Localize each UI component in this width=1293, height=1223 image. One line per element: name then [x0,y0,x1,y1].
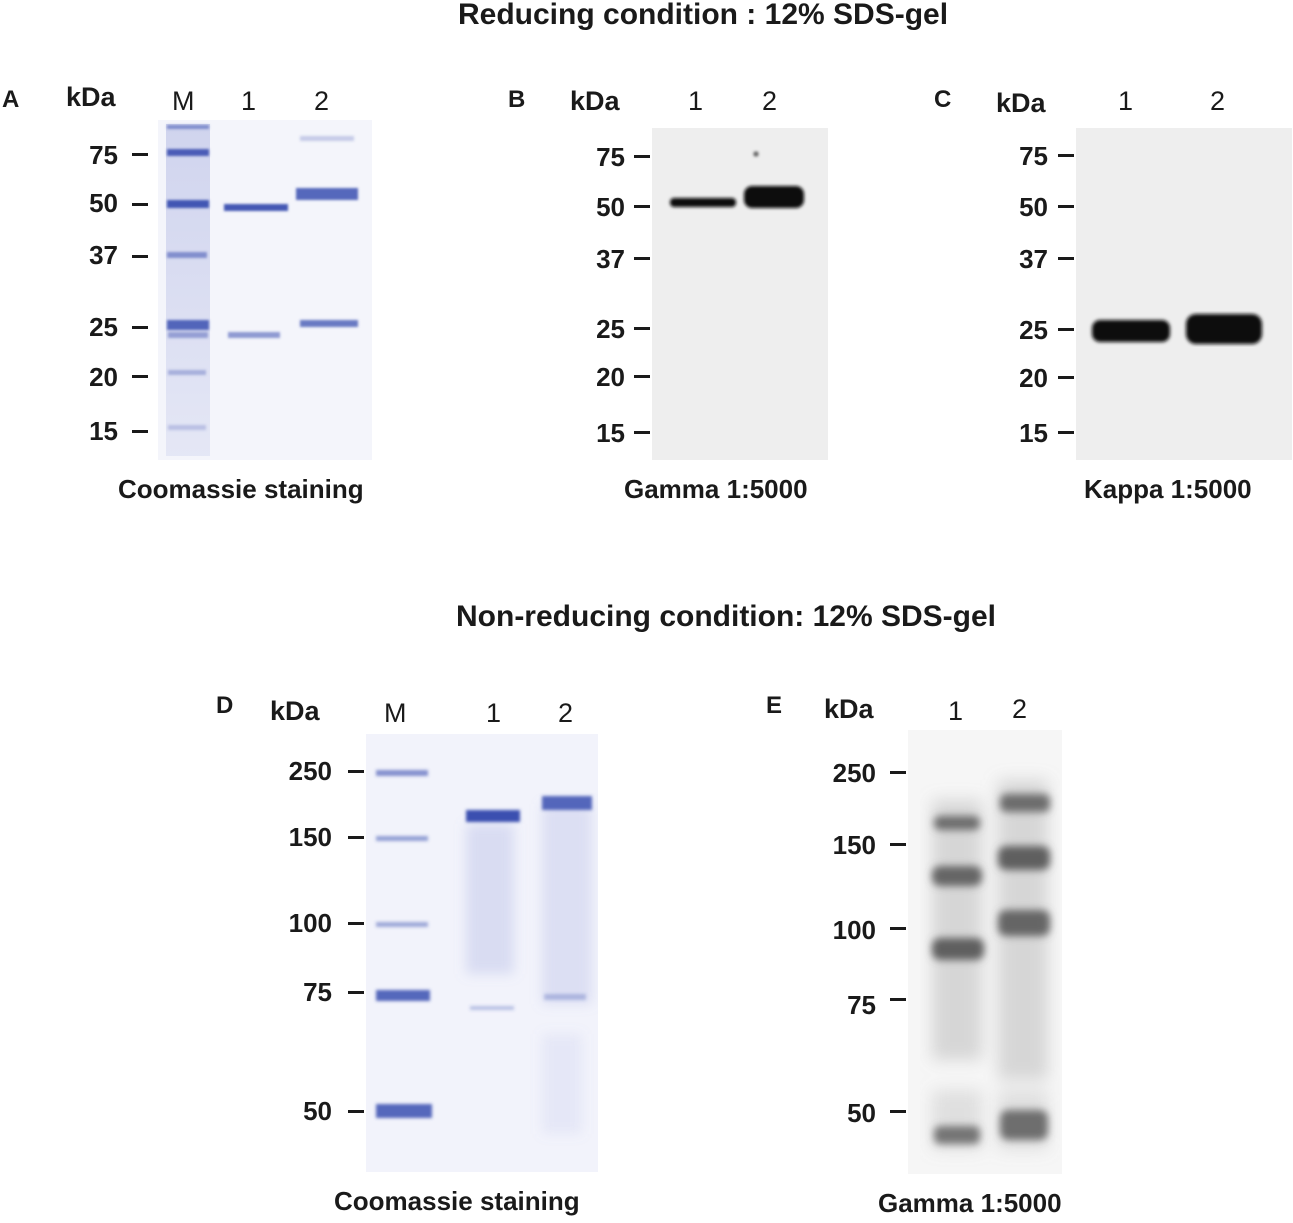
marker-e-150: 150 [832,830,876,860]
marker-e-100: 100 [832,915,876,945]
caption-e: Gamma 1:5000 [878,1188,1062,1218]
marker-a-37: 37 [89,240,118,270]
lane-label-d-1: 1 [486,698,502,728]
kda-label-a: kDa [66,82,116,112]
marker-b-75: 75 [596,142,625,172]
tick-d-100 [348,922,364,925]
marker-c-15: 15 [1019,418,1048,448]
tick-c-37 [1058,257,1074,260]
blot-image-e [908,730,1062,1174]
panel-letter-b: B [508,86,526,113]
tick-c-20 [1058,376,1074,379]
marker-a-25: 25 [89,312,118,342]
marker-c-25: 25 [1019,315,1048,345]
marker-d-75: 75 [303,977,332,1007]
marker-c-50: 50 [1019,192,1048,222]
lane-label-d-m: M [384,698,407,728]
marker-c-20: 20 [1019,363,1048,393]
panel-letter-e: E [766,692,783,719]
panel-letter-a: A [2,86,20,113]
tick-e-150 [890,843,906,846]
marker-b-37: 37 [596,244,625,274]
marker-e-250: 250 [832,758,876,788]
tick-c-25 [1058,328,1074,331]
caption-a: Coomassie staining [118,474,364,504]
tick-b-25 [634,327,650,330]
gel-image-d [366,734,598,1172]
lane-label-e-2: 2 [1012,694,1028,724]
caption-d: Coomassie staining [334,1186,580,1216]
lane-label-c-2: 2 [1210,86,1226,116]
tick-b-50 [634,205,650,208]
marker-c-75: 75 [1019,141,1048,171]
panel-letter-c: C [934,86,952,113]
gel-image-a [158,120,372,460]
marker-d-50: 50 [303,1096,332,1126]
tick-a-75 [132,153,148,156]
kda-label-d: kDa [270,696,320,726]
lane-label-a-2: 2 [314,86,330,116]
tick-e-50 [890,1110,906,1113]
lane-label-e-1: 1 [948,696,964,726]
tick-d-75 [348,991,364,994]
panel-letter-d: D [216,692,234,719]
tick-c-15 [1058,431,1074,434]
tick-e-100 [890,927,906,930]
figure-title-reducing: Reducing condition : 12% SDS-gel [458,0,949,31]
blot-image-b [652,128,828,460]
tick-a-50 [132,203,148,206]
lane-label-a-1: 1 [241,86,257,116]
tick-d-250 [348,770,364,773]
kda-label-c: kDa [996,88,1046,118]
marker-d-100: 100 [288,908,332,938]
marker-e-50: 50 [847,1098,876,1128]
tick-b-75 [634,155,650,158]
marker-b-20: 20 [596,362,625,392]
lane-label-c-1: 1 [1118,86,1134,116]
marker-b-25: 25 [596,314,625,344]
figure-title-non-reducing: Non-reducing condition: 12% SDS-gel [456,600,997,633]
tick-e-75 [890,998,906,1001]
tick-a-15 [132,430,148,433]
lane-label-a-m: M [172,86,195,116]
tick-e-250 [890,771,906,774]
kda-label-e: kDa [824,694,874,724]
caption-c: Kappa 1:5000 [1084,474,1252,504]
marker-a-20: 20 [89,362,118,392]
lane-label-b-2: 2 [762,86,778,116]
marker-b-15: 15 [596,418,625,448]
tick-a-20 [132,375,148,378]
tick-a-37 [132,255,148,258]
lane-label-b-1: 1 [688,86,704,116]
blot-image-c [1076,128,1292,460]
tick-c-50 [1058,205,1074,208]
tick-b-15 [634,431,650,434]
marker-c-37: 37 [1019,244,1048,274]
tick-c-75 [1058,154,1074,157]
marker-a-50: 50 [89,188,118,218]
marker-d-250: 250 [288,756,332,786]
marker-a-15: 15 [89,416,118,446]
marker-e-75: 75 [847,990,876,1020]
marker-b-50: 50 [596,192,625,222]
tick-d-150 [348,836,364,839]
marker-a-75: 75 [89,140,118,170]
tick-b-20 [634,375,650,378]
tick-b-37 [634,257,650,260]
kda-label-b: kDa [570,86,620,116]
marker-d-150: 150 [288,822,332,852]
lane-label-d-2: 2 [558,698,574,728]
tick-d-50 [348,1110,364,1113]
caption-b: Gamma 1:5000 [624,474,808,504]
tick-a-25 [132,326,148,329]
